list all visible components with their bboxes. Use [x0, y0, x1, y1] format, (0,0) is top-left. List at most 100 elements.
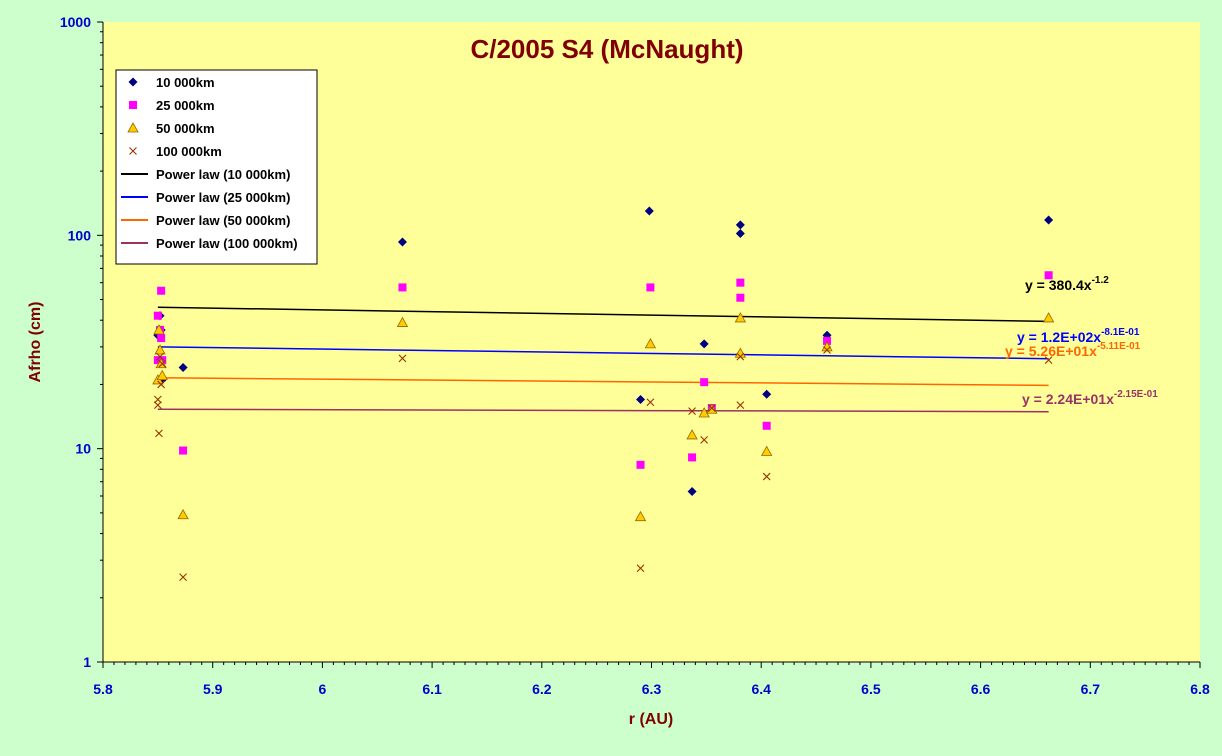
- marker-stroke: [736, 352, 745, 361]
- trendline: [157, 346, 1049, 360]
- data-point: [688, 407, 696, 415]
- x-tick-label: 5.9: [203, 681, 223, 697]
- data-point: [688, 453, 697, 462]
- data-point: [644, 206, 654, 216]
- marker-stroke: [1044, 356, 1053, 365]
- data-point: [154, 344, 166, 355]
- x-tick-label: 6: [319, 681, 327, 697]
- data-point: [1042, 312, 1055, 323]
- legend-label: Power law (25 000km): [156, 190, 290, 205]
- marker-stroke: [646, 398, 655, 407]
- axes: 5.8 5.9 6 6.1 6.2 6.3 6.4 6.5 6.6 6.7 6.8 1 10 100 100…: [60, 14, 1210, 697]
- data-point: [157, 334, 166, 343]
- data-point: [157, 286, 166, 295]
- data-point: [177, 508, 189, 520]
- data-point: [699, 339, 709, 349]
- data-point: [1044, 215, 1054, 225]
- trendline: [157, 306, 1049, 323]
- data-point: [823, 346, 831, 354]
- y-tick-label: 10: [75, 441, 91, 457]
- data-point: [156, 352, 164, 361]
- legend-label: 50 000km: [156, 121, 215, 136]
- y-axis-title: Afrho (cm): [27, 302, 44, 383]
- data-point: [153, 356, 162, 365]
- x-axis-title: r (AU): [629, 711, 673, 728]
- data-point: [762, 421, 771, 430]
- legend-box: [115, 69, 318, 265]
- data-point: [646, 398, 655, 407]
- x-tick-label: 6.8: [1190, 681, 1210, 697]
- x-tick-label: 5.8: [93, 681, 113, 697]
- marker-stroke: [153, 395, 162, 404]
- data-point: [736, 352, 745, 361]
- trendlines: [157, 306, 1049, 413]
- x-tick-label: 6.2: [532, 681, 552, 697]
- data-point: [644, 338, 657, 349]
- data-point: [698, 407, 710, 418]
- legend-marker: [129, 101, 137, 109]
- legend-label: Power law (100 000km): [156, 236, 298, 251]
- marker-stroke: [129, 147, 137, 155]
- data-point: [761, 445, 773, 456]
- data-point: [153, 311, 162, 320]
- data-point: [686, 429, 698, 440]
- equation-exponent: -2.15E-01: [1114, 389, 1158, 400]
- marker-stroke: [700, 435, 709, 444]
- data-point: [735, 220, 745, 230]
- trendline: [157, 408, 1049, 413]
- data-point: [634, 510, 647, 522]
- x-tick-label: 6.5: [861, 681, 881, 697]
- data-point: [636, 395, 646, 405]
- legend-marker: [129, 147, 137, 155]
- data-point: [1044, 271, 1053, 280]
- data-point: [700, 378, 709, 387]
- marker-stroke: [179, 573, 187, 581]
- data-point: [153, 401, 162, 410]
- equation-exponent: -8.1E-01: [1101, 327, 1140, 338]
- marker-stroke: [823, 346, 831, 354]
- data-point: [179, 573, 187, 581]
- data-point: [178, 363, 188, 373]
- marker-stroke: [156, 352, 164, 361]
- legend-label: 100 000km: [156, 144, 222, 159]
- y-tick-label: 1: [83, 654, 91, 670]
- x-tick-label: 6.6: [971, 681, 991, 697]
- data-point: [156, 369, 168, 381]
- data-point: [762, 389, 772, 399]
- data-point: [762, 472, 771, 481]
- x-tick-label: 6.3: [642, 681, 662, 697]
- data-point: [636, 564, 645, 573]
- marker-stroke: [155, 429, 163, 438]
- data-point: [823, 336, 832, 345]
- data-point: [707, 404, 716, 412]
- trendline: [157, 376, 1049, 387]
- marker-stroke: [688, 407, 696, 415]
- data-point: [687, 486, 697, 496]
- data-point: [179, 446, 188, 455]
- data-point: [646, 283, 655, 292]
- x-tick-label: 6.1: [422, 681, 442, 697]
- marker-stroke: [157, 380, 166, 389]
- legend-label: Power law (10 000km): [156, 167, 290, 182]
- y-tick-label: 100: [68, 227, 92, 243]
- data-point: [821, 341, 833, 352]
- marker-stroke: [153, 401, 162, 410]
- legend-marker: [127, 122, 139, 133]
- marker-stroke: [736, 401, 745, 410]
- marker-stroke: [636, 564, 645, 573]
- marker-stroke: [707, 404, 716, 412]
- equation-exponent: -5.11E-01: [1097, 341, 1141, 352]
- x-tick-label: 6.7: [1081, 681, 1101, 697]
- data-point: [398, 283, 407, 292]
- data-point: [153, 324, 165, 335]
- legend: 10 000km 25 000km 50 000km 100 000km Power l…: [115, 69, 318, 265]
- equation-exponent: -1.2: [1092, 275, 1110, 286]
- marker-stroke: [762, 472, 771, 481]
- data-point: [736, 293, 745, 302]
- data-point: [157, 380, 166, 389]
- x-tick-label: 6.4: [751, 681, 771, 697]
- trendline-equation: y = 380.4x-1.2: [1025, 275, 1109, 293]
- data-point: [153, 395, 162, 404]
